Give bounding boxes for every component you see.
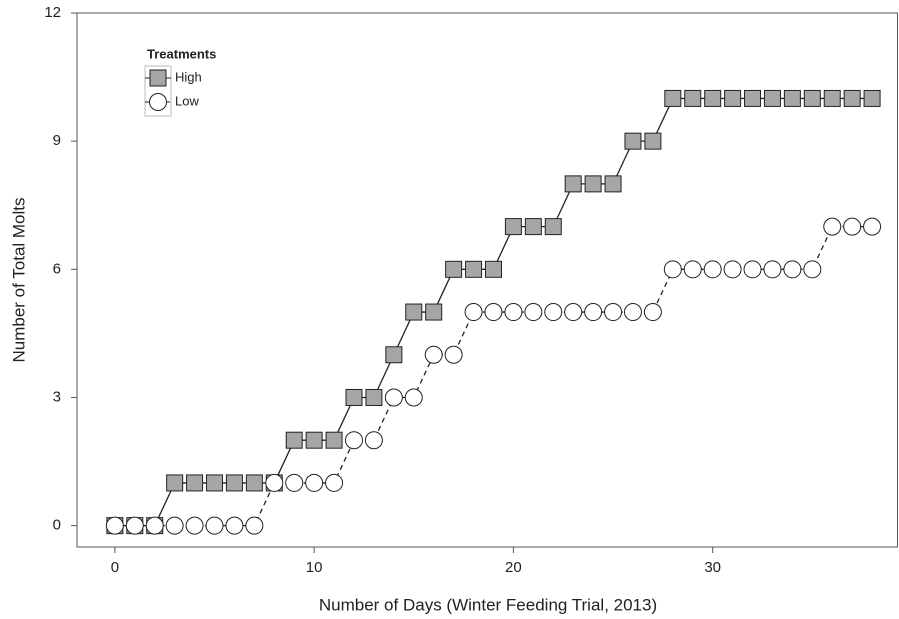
marker — [663, 260, 682, 279]
marker — [744, 89, 762, 107]
x-tick-label: 20 — [505, 559, 522, 576]
marker — [643, 303, 662, 322]
marker — [225, 516, 244, 535]
marker — [205, 516, 224, 535]
marker — [544, 218, 562, 236]
marker — [285, 431, 303, 449]
marker — [683, 260, 702, 279]
x-tick-label: 30 — [704, 559, 721, 576]
marker — [225, 474, 243, 492]
marker — [704, 89, 722, 107]
marker — [843, 89, 861, 107]
marker — [344, 431, 363, 450]
marker — [185, 516, 204, 535]
marker — [524, 218, 542, 236]
marker — [424, 345, 443, 364]
marker — [803, 89, 821, 107]
marker — [145, 516, 164, 535]
marker — [564, 175, 582, 193]
legend-label: Low — [175, 93, 199, 108]
marker — [803, 260, 822, 279]
marker — [604, 175, 622, 193]
marker — [763, 89, 781, 107]
x-tick-label: 10 — [306, 559, 323, 576]
marker — [763, 260, 782, 279]
plot-frame — [76, 12, 898, 548]
legend-title: Treatments — [147, 46, 216, 61]
marker — [484, 260, 502, 278]
marker — [245, 516, 264, 535]
marker — [623, 303, 642, 322]
marker — [624, 132, 642, 150]
marker — [105, 516, 124, 535]
y-tick-label: 3 — [53, 388, 61, 405]
x-tick-label: 0 — [111, 559, 119, 576]
marker — [723, 260, 742, 279]
marker — [165, 516, 184, 535]
marker — [404, 388, 423, 407]
marker — [703, 260, 722, 279]
marker — [405, 303, 423, 321]
marker — [724, 89, 742, 107]
marker — [265, 473, 284, 492]
legend-box — [144, 65, 172, 117]
x-axis-label: Number of Days (Winter Feeding Trial, 20… — [319, 595, 657, 614]
y-tick-label: 12 — [44, 4, 61, 21]
marker — [365, 388, 383, 406]
marker — [863, 217, 882, 236]
marker — [384, 388, 403, 407]
marker — [783, 260, 802, 279]
marker — [325, 473, 344, 492]
legend-marker — [149, 69, 167, 87]
marker — [445, 260, 463, 278]
y-axis-label: Number of Total Molts — [9, 197, 28, 362]
marker — [484, 303, 503, 322]
marker — [524, 303, 543, 322]
marker — [444, 345, 463, 364]
marker — [325, 431, 343, 449]
marker — [425, 303, 443, 321]
marker — [644, 132, 662, 150]
marker — [125, 516, 144, 535]
marker — [305, 473, 324, 492]
marker — [584, 303, 603, 322]
marker — [245, 474, 263, 492]
marker — [564, 303, 583, 322]
marker — [364, 431, 383, 450]
marker — [504, 303, 523, 322]
legend-label: High — [175, 69, 202, 84]
marker — [186, 474, 204, 492]
marker — [823, 89, 841, 107]
marker — [285, 473, 304, 492]
marker — [464, 303, 483, 322]
marker — [743, 260, 762, 279]
marker — [684, 89, 702, 107]
marker — [863, 89, 881, 107]
marker — [166, 474, 184, 492]
marker — [205, 474, 223, 492]
marker — [584, 175, 602, 193]
marker — [465, 260, 483, 278]
marker — [385, 346, 403, 364]
y-tick-label: 0 — [53, 517, 61, 534]
marker — [305, 431, 323, 449]
marker — [544, 303, 563, 322]
marker — [345, 388, 363, 406]
marker — [664, 89, 682, 107]
marker — [843, 217, 862, 236]
marker — [604, 303, 623, 322]
marker — [823, 217, 842, 236]
y-tick-label: 6 — [53, 260, 61, 277]
marker — [504, 218, 522, 236]
marker — [783, 89, 801, 107]
y-tick-label: 9 — [53, 132, 61, 149]
legend-marker — [149, 93, 167, 111]
